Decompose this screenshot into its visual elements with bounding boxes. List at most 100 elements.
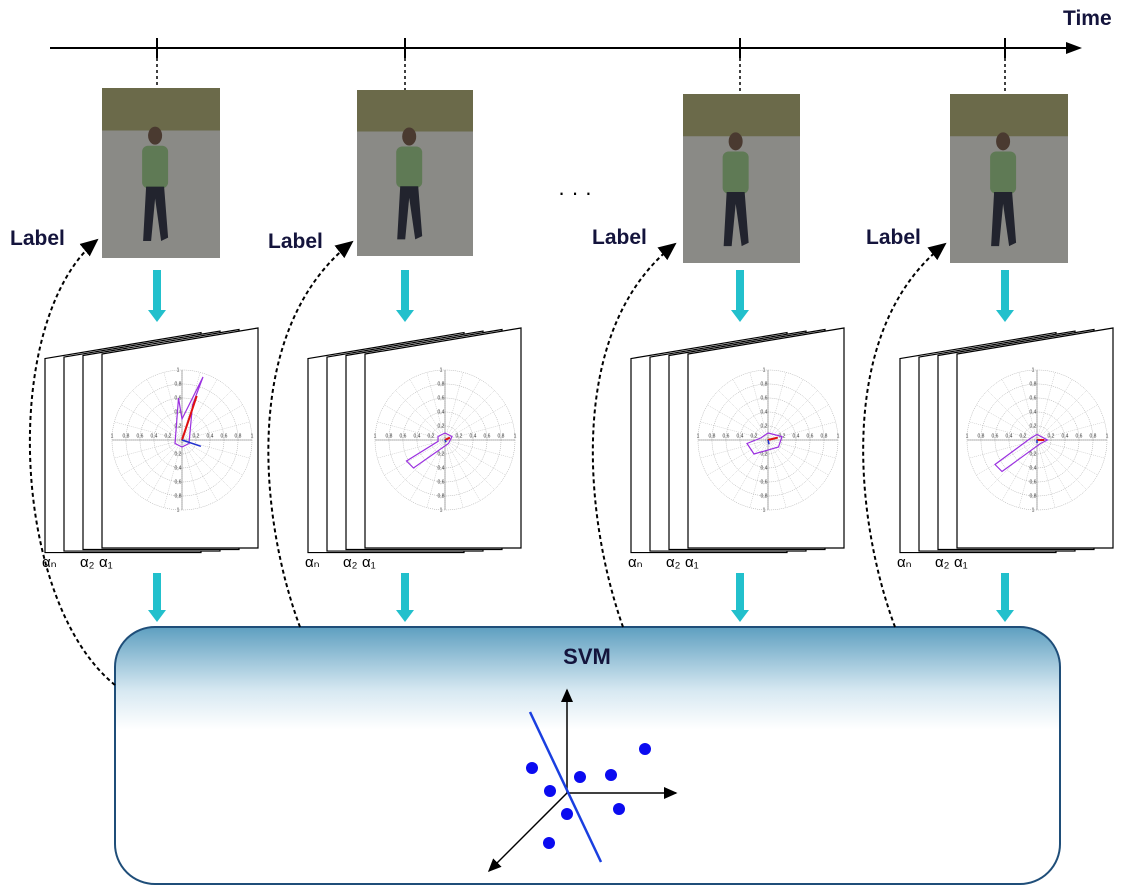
polar-tick-label: 0,6 bbox=[761, 395, 768, 401]
photo bbox=[683, 94, 800, 263]
polar-spoke bbox=[732, 439, 769, 501]
polar-tick-label: 0,8 bbox=[821, 433, 828, 439]
polar-tick-label: 0,8 bbox=[761, 381, 768, 387]
polar-tick-label: 0,4 bbox=[793, 433, 800, 439]
photo-foliage bbox=[357, 90, 473, 132]
photo-foliage bbox=[102, 88, 220, 131]
polar-spoke bbox=[707, 404, 769, 441]
polar-spoke bbox=[987, 390, 1038, 441]
polar-spoke bbox=[146, 379, 183, 441]
person-torso bbox=[722, 151, 749, 194]
polar-tick-label: 0,4 bbox=[1006, 433, 1013, 439]
person-legs bbox=[991, 192, 1017, 247]
flow-arrow bbox=[731, 270, 749, 322]
polar-tick-label: 0,4 bbox=[151, 433, 158, 439]
polar-spoke bbox=[707, 439, 769, 476]
polar-spoke bbox=[181, 404, 243, 441]
polar-tick-label: 0,4 bbox=[1062, 433, 1069, 439]
flow-arrow bbox=[396, 270, 414, 322]
polar-spoke bbox=[395, 439, 446, 490]
alpha-label: αₙ bbox=[897, 554, 912, 571]
polar-tick-label: 0,2 bbox=[761, 451, 768, 457]
polar-tick-label: 1 bbox=[177, 367, 180, 373]
polar-vector bbox=[767, 436, 779, 441]
polar-tick-label: 0,6 bbox=[221, 433, 228, 439]
polar-spoke bbox=[969, 439, 1038, 459]
polar-tick-label: 1 bbox=[251, 433, 254, 439]
person-legs bbox=[723, 192, 749, 247]
polar-vector bbox=[181, 439, 202, 448]
person-head bbox=[728, 132, 743, 151]
polar-spoke bbox=[1001, 379, 1038, 441]
polar-spoke bbox=[767, 390, 818, 441]
polar-spoke bbox=[395, 390, 446, 441]
polar-tick-label: 0,8 bbox=[1090, 433, 1097, 439]
polar-spoke bbox=[181, 421, 250, 441]
polar-tick-label: 0,4 bbox=[470, 433, 477, 439]
alpha-label: α₁ bbox=[99, 554, 113, 571]
person-legs bbox=[143, 186, 169, 241]
polar-spoke bbox=[444, 372, 464, 441]
polar-tick-label: 0,2 bbox=[1048, 433, 1055, 439]
polar-vector bbox=[767, 439, 770, 445]
polar-spoke bbox=[700, 421, 769, 441]
polar-shape bbox=[746, 432, 783, 455]
person-torso bbox=[990, 151, 1017, 194]
polar-vector bbox=[181, 395, 198, 441]
polar-spoke bbox=[181, 439, 250, 459]
flow-arrow bbox=[148, 270, 166, 322]
polar-tick-label: 0,2 bbox=[1030, 423, 1037, 429]
polar-tick-label: 0,4 bbox=[1030, 409, 1037, 415]
person-torso bbox=[396, 146, 423, 188]
polar-spoke bbox=[181, 439, 232, 490]
point bbox=[574, 771, 586, 783]
polar-spoke bbox=[732, 379, 769, 441]
polar-spoke bbox=[1018, 439, 1038, 508]
polar-tick-label: 0,6 bbox=[1030, 395, 1037, 401]
polar-tick-label: 0,2 bbox=[751, 433, 758, 439]
label-link bbox=[862, 242, 947, 628]
polar-tick-label: 1 bbox=[763, 367, 766, 373]
alpha-label: α₂ bbox=[80, 554, 95, 571]
photo-foliage bbox=[950, 94, 1068, 137]
polar-spoke bbox=[767, 439, 829, 476]
polar-tick-label: 0,6 bbox=[438, 479, 445, 485]
alpha-label: α₂ bbox=[666, 554, 681, 571]
polar-tick-label: 0,6 bbox=[992, 433, 999, 439]
polar-tick-label: 0,2 bbox=[456, 433, 463, 439]
polar-tick-label: 1 bbox=[440, 507, 443, 513]
polar-spoke bbox=[132, 390, 183, 441]
polar-tick-label: 0,4 bbox=[761, 465, 768, 471]
polar-tick-label: 1 bbox=[1106, 433, 1109, 439]
polar-spoke bbox=[444, 390, 495, 441]
flow-arrow bbox=[996, 270, 1014, 322]
polar-tick-label: 0,8 bbox=[709, 433, 716, 439]
polar-spoke bbox=[767, 439, 804, 501]
polar-spoke bbox=[976, 404, 1038, 441]
polar-tick-label: 0,8 bbox=[235, 433, 242, 439]
polar-tick-label: 0,6 bbox=[1076, 433, 1083, 439]
polar-tick-label: 0,8 bbox=[438, 493, 445, 499]
flow-arrow bbox=[996, 573, 1014, 622]
alpha-label: α₁ bbox=[954, 554, 968, 571]
polar-spoke bbox=[1036, 390, 1087, 441]
polar-tick-label: 0,2 bbox=[165, 433, 172, 439]
polar-spoke bbox=[987, 439, 1038, 490]
polar-spoke bbox=[181, 372, 201, 441]
polar-tick-label: 1 bbox=[514, 433, 517, 439]
alpha-label: α₂ bbox=[935, 554, 950, 571]
polar-tick-label: 1 bbox=[1032, 507, 1035, 513]
person-head bbox=[148, 126, 163, 145]
polar-spoke bbox=[426, 372, 446, 441]
polar-tick-label: 1 bbox=[1032, 367, 1035, 373]
polar-tick-label: 0,2 bbox=[193, 433, 200, 439]
point bbox=[561, 808, 573, 820]
polar-spoke bbox=[767, 404, 829, 441]
polar-spoke bbox=[114, 421, 183, 441]
polar-tick-label: 0,6 bbox=[400, 433, 407, 439]
polar-spoke bbox=[1001, 439, 1038, 501]
polar-tick-label: 0,8 bbox=[761, 493, 768, 499]
flow-arrow bbox=[396, 573, 414, 622]
polar-spoke bbox=[121, 404, 183, 441]
